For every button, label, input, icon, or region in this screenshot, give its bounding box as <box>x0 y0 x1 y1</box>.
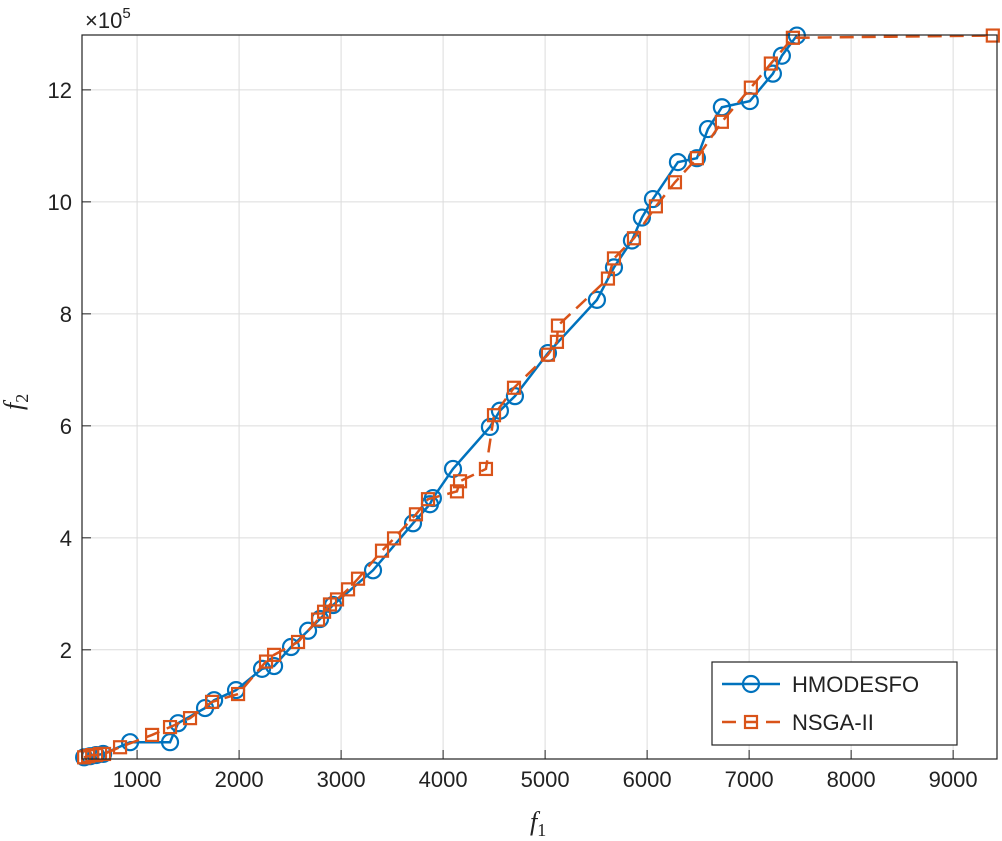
y-axis-label: f2 <box>0 394 32 410</box>
marker <box>298 621 318 640</box>
marker <box>668 153 688 172</box>
marker <box>230 686 246 702</box>
y-tick-label: 4 <box>60 526 72 551</box>
marker <box>266 647 282 662</box>
marker <box>763 56 778 71</box>
marker <box>687 149 706 168</box>
marker <box>144 727 160 743</box>
marker <box>549 334 565 349</box>
marker <box>689 151 704 166</box>
y-scale-base: ×10 <box>85 8 122 33</box>
marker <box>264 656 284 676</box>
marker <box>772 46 791 65</box>
y-tick-label: 12 <box>48 78 72 103</box>
axes-box <box>81 34 998 760</box>
legend-label: HMODESFO <box>792 672 919 697</box>
marker <box>632 208 652 227</box>
marker <box>743 714 759 730</box>
marker <box>350 571 366 586</box>
marker <box>626 231 642 246</box>
marker <box>741 674 761 694</box>
marker <box>386 531 402 546</box>
x-tick-label: 1000 <box>113 767 162 792</box>
marker <box>182 711 198 726</box>
x-tick-label: 6000 <box>623 767 672 792</box>
x-tick-label: 2000 <box>215 767 264 792</box>
x-axis-label: f1 <box>530 807 546 836</box>
marker <box>160 733 180 752</box>
marker <box>478 461 494 477</box>
series-line <box>83 34 798 759</box>
legend: HMODESFO NSGA-II <box>711 661 958 746</box>
x-tick-label: 3000 <box>317 767 366 792</box>
marker <box>763 64 782 83</box>
marker <box>486 408 502 423</box>
marker <box>452 474 468 489</box>
marker <box>449 484 465 499</box>
y-tick-label: 2 <box>60 638 72 663</box>
x-tick-label: 5000 <box>521 767 570 792</box>
y-tick-label: 6 <box>60 414 72 439</box>
y-scale-label: ×105 <box>85 5 131 33</box>
marker <box>480 417 500 437</box>
y-scale-exponent: 5 <box>122 5 130 22</box>
y-label-sub: 2 <box>12 394 32 403</box>
marker <box>506 380 522 395</box>
marker <box>204 694 220 709</box>
marker <box>290 634 306 650</box>
marker <box>374 543 390 558</box>
marker <box>252 659 272 678</box>
marker <box>714 114 729 129</box>
marker <box>648 199 663 214</box>
marker <box>600 271 616 286</box>
x-label-sub: 1 <box>537 820 546 836</box>
marker <box>408 507 424 522</box>
y-tick-label: 8 <box>60 302 72 327</box>
y-tick-label: 10 <box>48 190 72 215</box>
marker <box>340 582 356 597</box>
marker <box>112 740 128 755</box>
marker <box>606 251 622 266</box>
x-tick-label: 7000 <box>725 767 774 792</box>
x-tick-label: 8000 <box>827 767 876 792</box>
marker <box>785 30 800 45</box>
marker <box>743 80 758 95</box>
marker <box>550 318 566 333</box>
marker <box>96 746 112 762</box>
y-label-base: f <box>0 399 28 410</box>
marker <box>667 175 683 190</box>
marker <box>587 290 607 309</box>
x-tick-label: 4000 <box>419 767 468 792</box>
marker <box>420 492 436 507</box>
legend-label: NSGA-II <box>792 710 874 735</box>
marker <box>329 592 345 607</box>
marker <box>540 347 556 362</box>
marker <box>162 719 178 735</box>
x-tick-label: 9000 <box>929 767 978 792</box>
marker <box>403 514 423 533</box>
x-label-base: f <box>530 807 541 836</box>
plot-area <box>82 35 997 759</box>
marker <box>88 747 104 763</box>
